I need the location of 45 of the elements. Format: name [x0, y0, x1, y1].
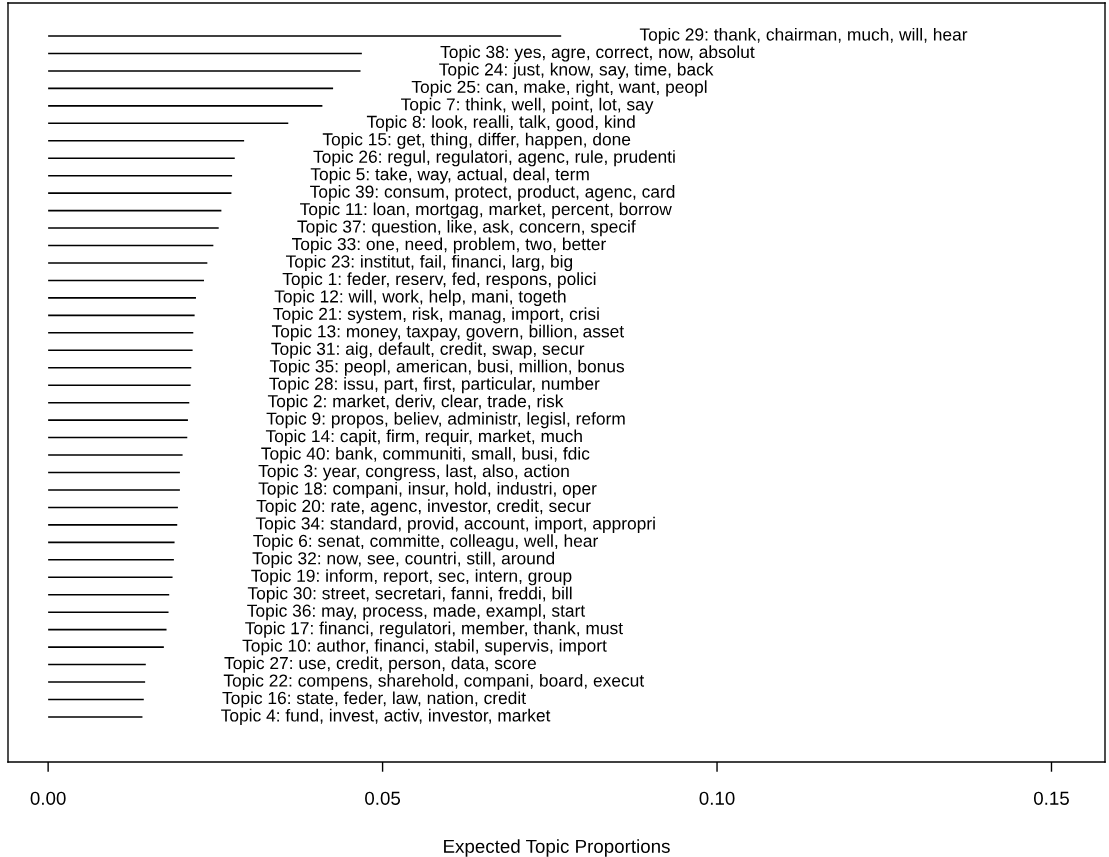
- y-tick-label: Topic 28: issu, part, first, particular, number: [269, 377, 600, 394]
- x-axis-title: Expected Topic Proportions: [444, 839, 670, 857]
- y-tick-label: Topic 3: year, congress, last, also, action: [258, 464, 569, 481]
- y-tick-label: Topic 24: just, know, say, time, back: [439, 62, 714, 80]
- y-tick-label: Topic 4: fund, invest, activ, investor, market: [221, 708, 551, 726]
- y-tick-label: Topic 20: rate, agenc, investor, credit, secur: [256, 499, 591, 516]
- y-tick-label: Topic 9: propos, believ, administr, legisl, reform: [266, 412, 625, 429]
- y-tick-label: Topic 27: use, credit, person, data, score: [224, 656, 536, 673]
- y-tick-label: Topic 33: one, need, problem, two, better: [292, 237, 606, 254]
- y-tick-label: Topic 11: loan, mortgag, market, percent, borrow: [300, 202, 672, 219]
- y-tick-label: Topic 25: can, make, right, want, peopl: [411, 80, 707, 97]
- y-tick-label: Topic 36: may, process, made, exampl, start: [247, 604, 586, 621]
- y-tick-label: Topic 10: author, financi, stabil, supervis, import: [242, 639, 607, 656]
- y-tick-label: Topic 31: aig, default, credit, swap, secur: [271, 342, 585, 359]
- y-tick-label: Topic 6: senat, committe, colleagu, well, hear: [253, 534, 598, 551]
- x-tick-label: 0.00: [30, 791, 66, 805]
- y-tick-label: Topic 12: will, work, help, mani, togeth: [274, 289, 566, 306]
- y-tick-label: Topic 22: compens, sharehold, compani, board, execut: [223, 673, 645, 691]
- x-tick-label: 0.05: [365, 791, 401, 805]
- y-tick-label: Topic 30: street, secretari, fanni, freddi, bill: [247, 586, 572, 603]
- y-tick-label: Topic 29: thank, chairman, much, will, hear: [639, 27, 968, 45]
- y-tick-label: Topic 35: peopl, american, busi, million, bonus: [269, 359, 625, 376]
- y-tick-label: Topic 18: compani, insur, hold, industri, oper: [258, 481, 597, 499]
- y-tick-label: Topic 39: consum, protect, product, agenc, card: [310, 185, 675, 202]
- y-tick-label: Topic 34: standard, provid, account, import, appropri: [255, 516, 655, 533]
- y-tick-label: Topic 21: system, risk, manag, import, crisi: [273, 307, 599, 324]
- y-tick-label: Topic 19: inform, report, sec, intern, group: [251, 569, 572, 586]
- y-tick-label: Topic 37: question, like, ask, concern, specif: [297, 219, 636, 237]
- y-tick-label: Topic 23: institut, fail, financi, larg, big: [285, 254, 573, 272]
- y-tick-label: Topic 16: state, feder, law, nation, credit: [222, 691, 526, 708]
- x-tick-label: 0.15: [1033, 791, 1069, 805]
- y-tick-label: Topic 5: take, way, actual, deal, term: [310, 167, 589, 184]
- y-tick-label: Topic 2: market, deriv, clear, trade, risk: [267, 394, 564, 411]
- y-tick-label: Topic 40: bank, communiti, small, busi, fdic: [261, 446, 590, 464]
- x-tick-label: 0.10: [699, 791, 735, 805]
- y-tick-label: Topic 17: financi, regulatori, member, thank, must: [245, 621, 623, 638]
- y-tick-label: Topic 14: capit, firm, requir, market, much: [265, 429, 582, 446]
- y-tick-label: Topic 13: money, taxpay, govern, billion, asset: [271, 324, 624, 341]
- y-tick-label: Topic 38: yes, agre, correct, now, absolut: [440, 45, 755, 62]
- y-tick-label: Topic 8: look, realli, talk, good, kind: [366, 115, 635, 132]
- y-tick-label: Topic 7: think, well, point, lot, say: [401, 97, 654, 114]
- y-tick-label: Topic 1: feder, reserv, fed, respons, polici: [282, 272, 596, 289]
- y-tick-label: Topic 26: regul, regulatori, agenc, rule, prudenti: [313, 150, 675, 167]
- y-tick-label: Topic 15: get, thing, differ, happen, done: [322, 132, 631, 149]
- y-tick-label: Topic 32: now, see, countri, still, around: [252, 551, 555, 568]
